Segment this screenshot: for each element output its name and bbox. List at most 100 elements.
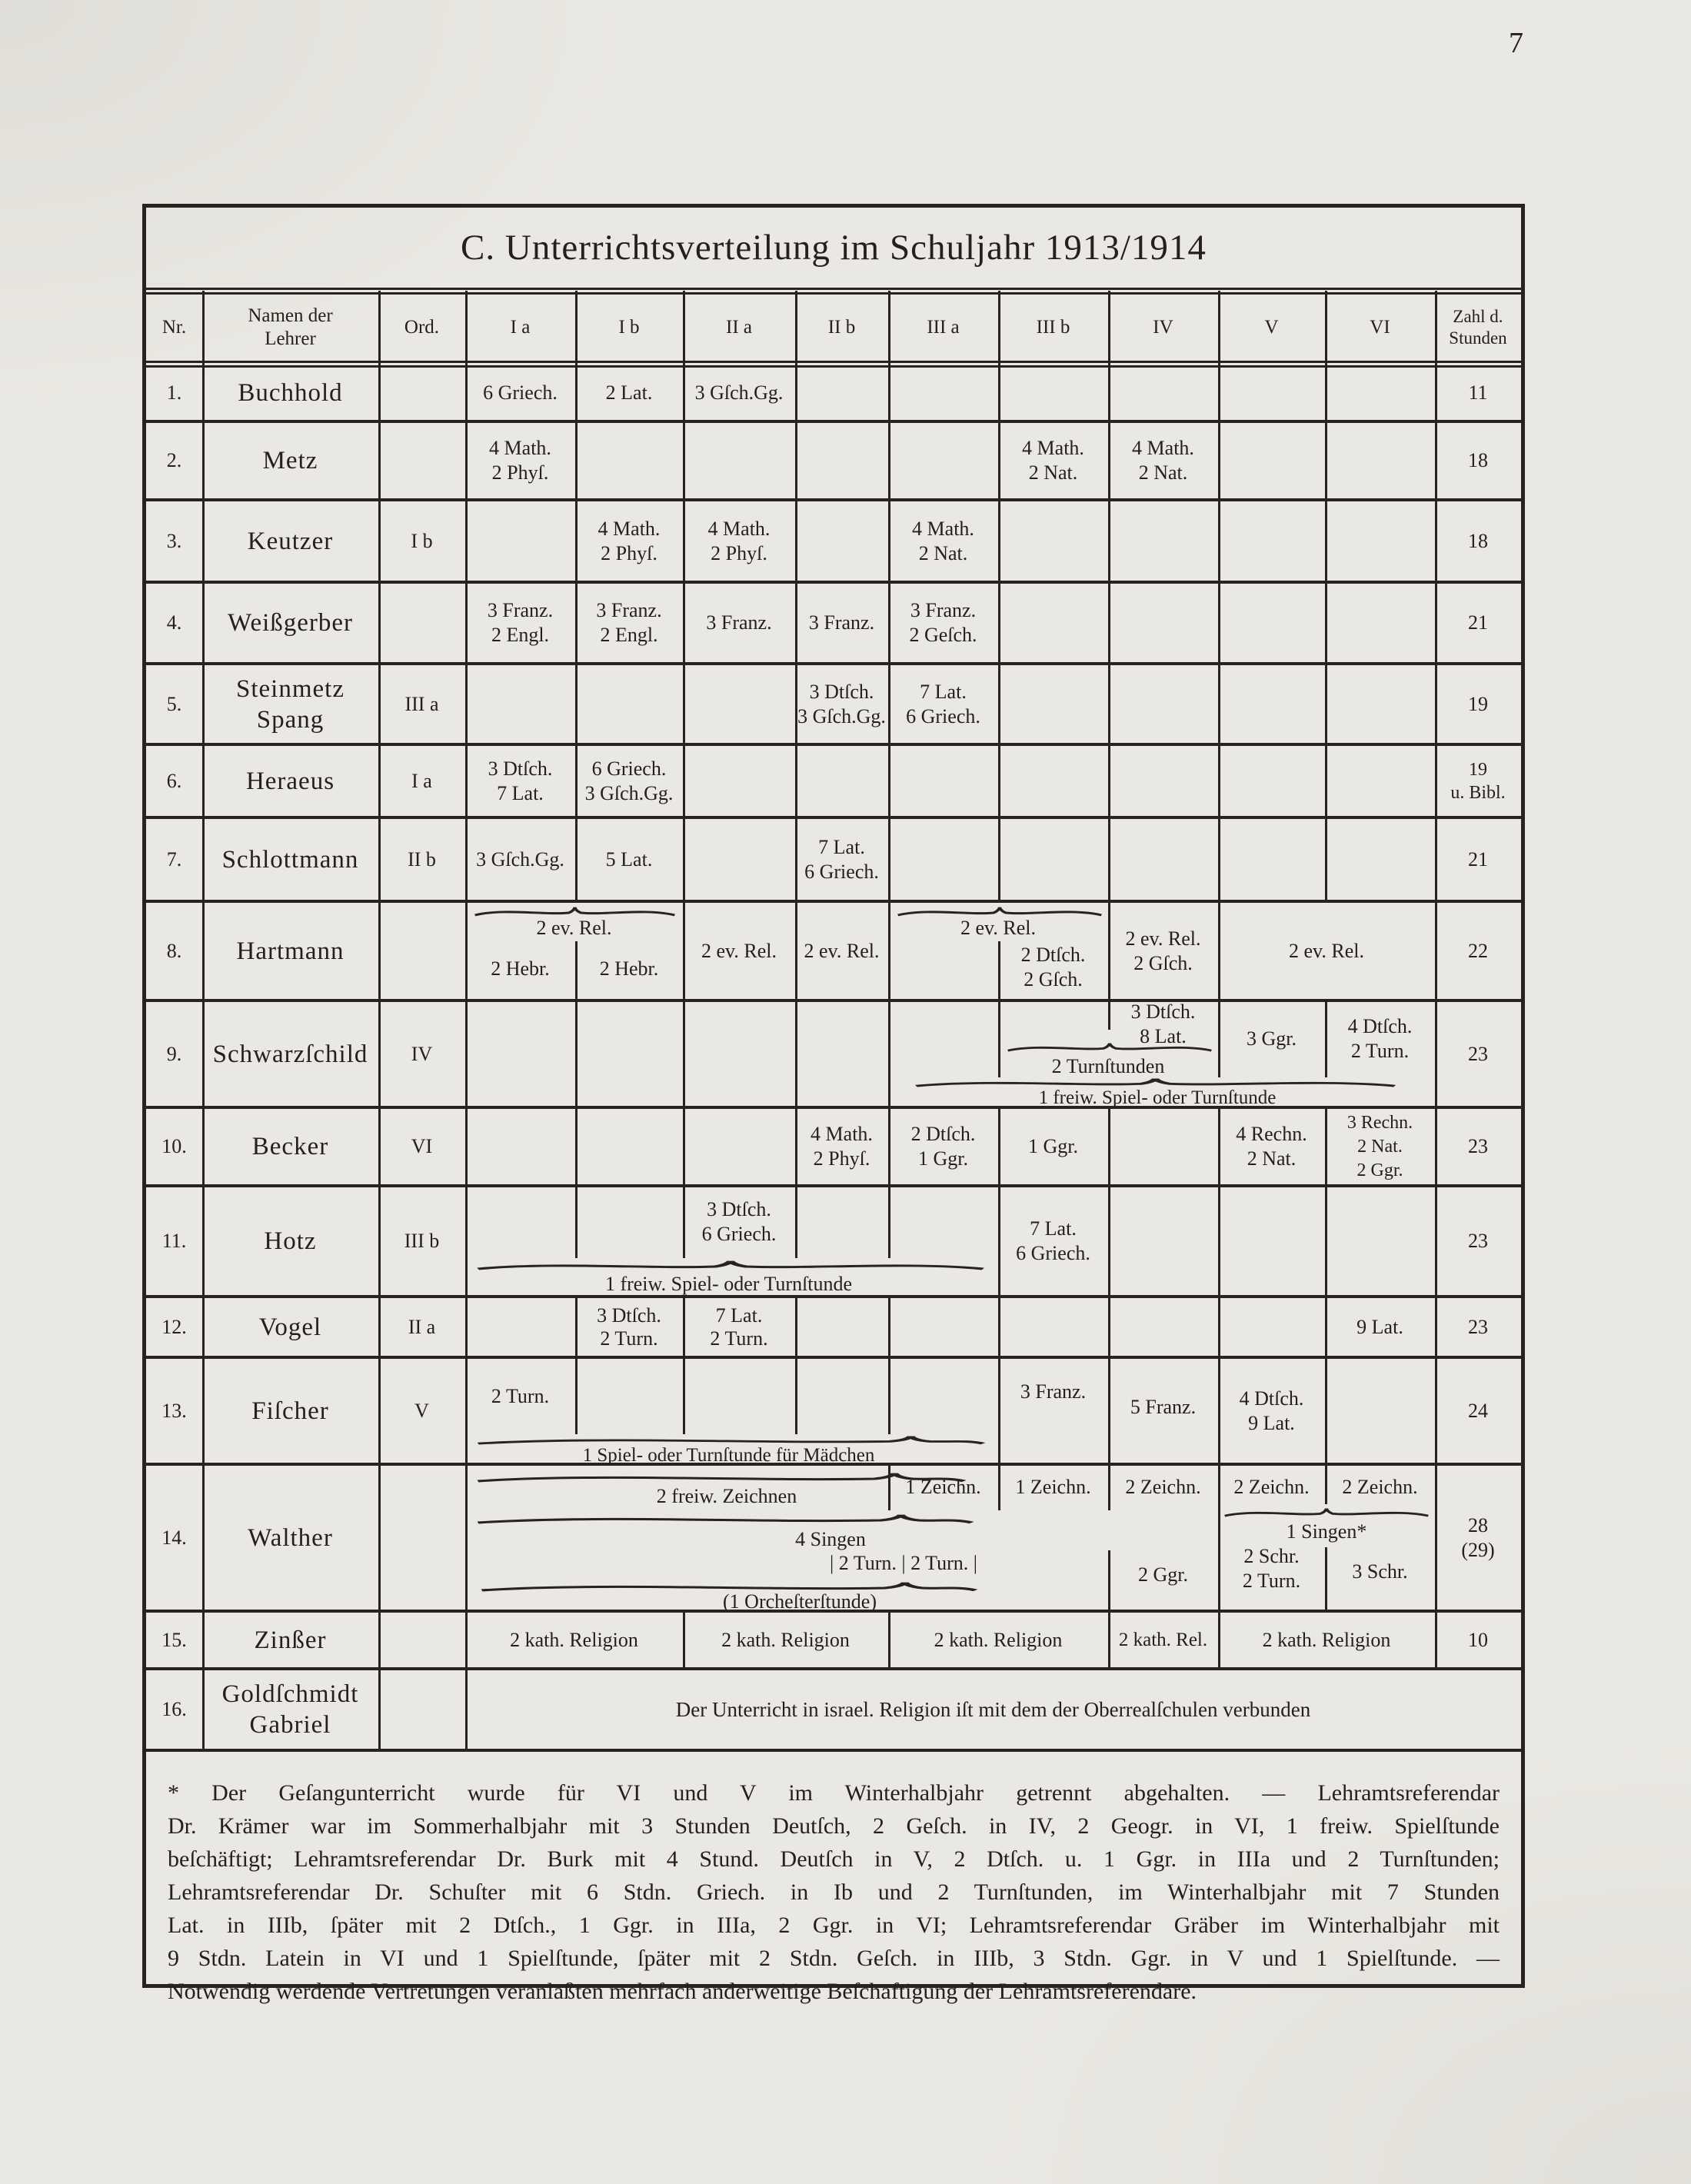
col-header-nr: Nr. [161,316,187,338]
rule [998,1464,1000,1510]
cell-Ia: 3 Gſch.Gg. [476,847,564,871]
brace [474,907,675,917]
rule [146,288,1521,295]
cell-hours: 23 [1468,1230,1488,1252]
cell-hours: 23 [1468,1135,1488,1157]
row-nr: 3. [166,529,182,552]
cell-IIIa: 2 Dtſch. 1 Ggr. [910,1123,976,1170]
table-row: 1 Spiel- oder Turnſtunde für Mädchen 13.… [146,1357,1521,1466]
cell-IIIa-IIIb: 2 kath. Religion [890,1611,1106,1669]
brace [477,1260,984,1270]
col-header-IIa: II a [726,316,752,338]
brace-label: 2 ev. Rel. [536,916,612,939]
cell-IV: 3 Dtſch. 8 Lat. [1130,1000,1196,1047]
cell-ord: II a [408,1315,436,1338]
cell-Ia: 2 Turn. [491,1385,550,1407]
cell-V: 3 Ggr. [1247,1027,1297,1050]
cell-hours: 22 [1468,939,1488,962]
row-nr: 8. [166,939,182,962]
cell-Ib: 2 Lat. [605,381,653,404]
cell-IIa: 2 ev. Rel. [701,939,777,962]
rule [146,1463,1521,1466]
cell-ord: V [414,1399,429,1422]
rule [146,1667,1521,1670]
rule [465,291,468,1750]
table-row: Der Unterricht in israel. Religion iſt m… [146,1669,1521,1750]
teacher-name: Becker [251,1133,329,1160]
footnote-line: Notwendig werdende Vertretungen veranlaß… [168,1979,1197,2004]
row-nr: 4. [166,611,182,634]
table-row: 2 freiw. Zeichnen 1 Singen* 4 Singen | 2… [146,1464,1521,1613]
footnote-line: * Der Geſangunterricht wurde für VI und … [168,1780,1500,1806]
cell-VI: 4 Dtſch. 2 Turn. [1347,1015,1413,1062]
cell-IIa-IIb: 2 kath. Religion [685,1611,886,1669]
cell-VI-lower: 3 Schr. [1352,1560,1408,1583]
rule [146,743,1521,746]
cell-hours: 18 [1468,529,1488,552]
turn-hours-label: | 2 Turn. | 2 Turn. | [830,1551,977,1574]
cell-IIIa: 7 Lat. 6 Griech. [906,680,980,727]
rule [1108,1464,1110,1510]
cell-IV: 2 Zeichn. [1125,1476,1201,1498]
cell-VI: 3 Rechn. 2 Nat. 2 Ggr. [1346,1112,1413,1180]
cell-note: Der Unterricht in israel. Religion iſt m… [468,1669,1519,1750]
cell-ord: VI [411,1135,433,1157]
cell-IV: 4 Math. 2 Nat. [1132,437,1194,484]
rule [888,1464,890,1510]
cell-hours: 11 [1468,381,1488,404]
header-row: Nr. Namen der Lehrer Ord. I a I b II a I… [146,291,1521,364]
row-nr: 9. [166,1042,182,1065]
teacher-name: Metz [262,447,318,474]
rule [998,291,1000,1750]
cell-Ia: 2 Hebr. [491,957,550,980]
row-nr: 15. [161,1628,187,1651]
table-row: 5. Steinmetz Spang III a 3 Dtſch. 3 Gſch… [146,664,1521,744]
cell-IIb: 3 Dtſch. 3 Gſch.Gg. [797,680,886,727]
cell-Ia: 3 Dtſch. 7 Lat. [488,757,553,804]
cell-ord: III a [404,692,439,715]
cell-IIb: 2 ev. Rel. [804,939,880,962]
brace [1007,1043,1212,1052]
brace [477,1514,974,1524]
cell-hours: 19 u. Bibl. [1450,759,1506,803]
footnote-line: Lehramtsreferendar Dr. Schuſter mit 6 St… [168,1879,1500,1905]
teacher-name: Hotz [264,1227,317,1255]
cell-ord: III b [404,1230,440,1252]
footnote-line: Lat. in IIIb, ſpäter mit 2 Dtſch., 1 Ggr… [168,1913,1500,1938]
cell-IIIb: 3 Franz. [1020,1380,1087,1403]
teacher-name: Steinmetz Spang [236,674,345,734]
page-number: 7 [1509,27,1523,59]
row-nr: 12. [161,1315,187,1338]
cell-V-lower: 2 Schr. 2 Turn. [1242,1545,1301,1592]
rule [1108,291,1110,1750]
teacher-name: Vogel [258,1313,322,1341]
brace [481,1582,978,1592]
column-grid [146,291,1521,1750]
cell-V: 4 Rechn. 2 Nat. [1236,1123,1307,1170]
brace [914,1078,1396,1087]
cell-IIIb: 1 Ggr. [1028,1135,1078,1157]
rule [146,1184,1521,1187]
cell-IIa: 3 Gſch.Gg. [694,381,784,404]
table-row: 3. Keutzer I b 4 Math. 2 Phyſ. 4 Math. 2… [146,500,1521,582]
rule [146,1749,1521,1752]
table-row: 12. Vogel II a 3 Dtſch. 2 Turn. 7 Lat. 2… [146,1297,1521,1357]
rule [378,291,381,1750]
col-header-VI: VI [1370,316,1390,338]
col-header-name: Namen der Lehrer [248,305,333,349]
brace [477,1473,967,1483]
patch [1000,1030,1216,1077]
teacher-name: Fiſcher [251,1397,329,1425]
row-nr: 10. [161,1135,187,1157]
teacher-name: Goldſchmidt Gabriel [221,1680,359,1739]
cell-ord: I b [411,529,433,552]
patch [1220,901,1433,1000]
rule [888,291,890,1750]
rule [683,291,685,1750]
cell-IIIa: 1 Zeichn. [905,1476,981,1498]
cell-IIa: 4 Math. 2 Phyſ. [707,517,771,564]
cell-IIa: 3 Dtſch. 6 Griech. [701,1198,777,1245]
row-nr: 5. [166,692,182,715]
teacher-name: Walther [248,1523,333,1552]
rule [146,1610,1521,1613]
